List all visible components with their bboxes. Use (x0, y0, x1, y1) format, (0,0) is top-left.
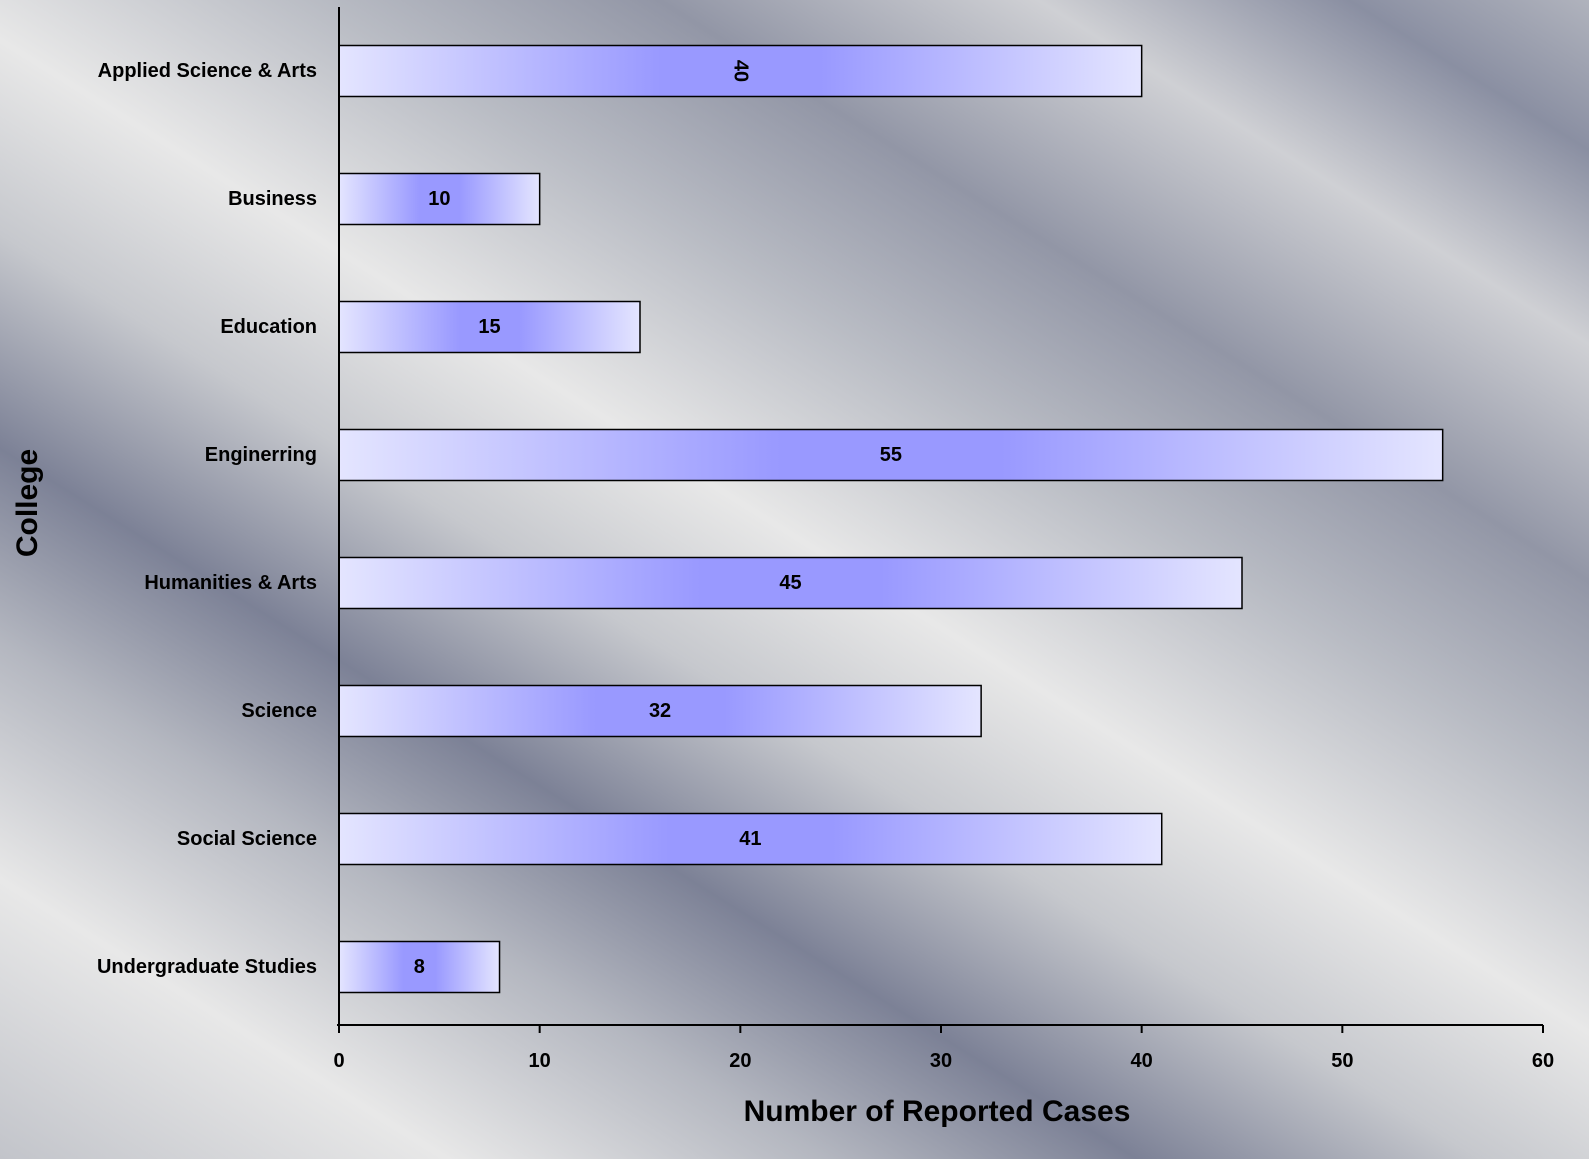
category-label-undergraduate-studies: Undergraduate Studies (97, 956, 317, 978)
bar-business (338, 172, 541, 226)
bar-enginerring (338, 428, 1444, 482)
y-axis-title: College (11, 449, 44, 557)
data-label-humanities-and-arts: 45 (779, 572, 801, 594)
data-label-business: 10 (428, 188, 450, 210)
data-label-enginerring: 55 (880, 444, 902, 466)
data-label-education: 15 (478, 316, 500, 338)
x-tick-label: 40 (1131, 1050, 1153, 1072)
x-axis-title: Number of Reported Cases (744, 1095, 1131, 1128)
category-label-education: Education (220, 316, 317, 338)
data-label-undergraduate-studies: 8 (414, 956, 425, 978)
category-label-business: Business (228, 188, 317, 210)
category-label-science: Science (241, 700, 317, 722)
bar-social-science (338, 812, 1163, 866)
x-tick-label: 0 (333, 1050, 344, 1072)
category-label-applied-science-and-arts: Applied Science & Arts (98, 60, 317, 82)
x-tick-label: 60 (1532, 1050, 1554, 1072)
x-tick-label: 30 (930, 1050, 952, 1072)
data-label-social-science: 41 (739, 828, 761, 850)
category-label-social-science: Social Science (177, 828, 317, 850)
data-label-science: 32 (649, 700, 671, 722)
data-label-applied-science-and-arts: 40 (729, 60, 751, 82)
bar-applied-science-and-arts (338, 44, 1143, 98)
bars-layer: Applied Science & Arts 40 Business 10 Educat… (97, 44, 1444, 994)
bar-education (338, 300, 641, 354)
x-tick-label: 50 (1331, 1050, 1353, 1072)
x-tick-label: 20 (729, 1050, 751, 1072)
x-tick-label: 10 (529, 1050, 551, 1072)
bar-humanities-and-arts (338, 556, 1243, 610)
category-label-enginerring: Enginerring (205, 444, 317, 466)
category-label-humanities-and-arts: Humanities & Arts (144, 572, 317, 594)
axis-layer: 0 10 20 30 40 50 60 (333, 7, 1554, 1072)
